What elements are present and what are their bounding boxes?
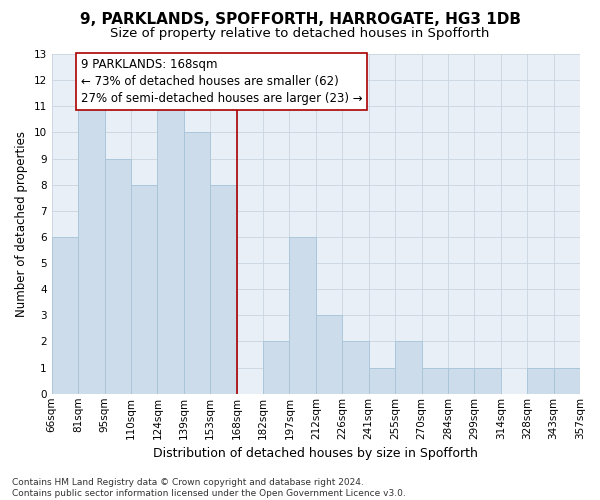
Bar <box>527 368 554 394</box>
Text: Size of property relative to detached houses in Spofforth: Size of property relative to detached ho… <box>110 28 490 40</box>
Bar <box>475 368 501 394</box>
Bar <box>368 368 395 394</box>
Bar <box>184 132 210 394</box>
Bar <box>210 184 236 394</box>
Bar <box>52 237 78 394</box>
Bar <box>342 342 368 394</box>
Bar <box>395 342 421 394</box>
Bar <box>289 237 316 394</box>
Bar <box>316 316 342 394</box>
Text: Contains HM Land Registry data © Crown copyright and database right 2024.
Contai: Contains HM Land Registry data © Crown c… <box>12 478 406 498</box>
Bar <box>448 368 475 394</box>
Text: 9 PARKLANDS: 168sqm
← 73% of detached houses are smaller (62)
27% of semi-detach: 9 PARKLANDS: 168sqm ← 73% of detached ho… <box>81 58 362 105</box>
Bar <box>104 158 131 394</box>
Bar <box>554 368 580 394</box>
Bar <box>157 106 184 394</box>
Bar <box>131 184 157 394</box>
Y-axis label: Number of detached properties: Number of detached properties <box>15 131 28 317</box>
Bar <box>78 106 104 394</box>
X-axis label: Distribution of detached houses by size in Spofforth: Distribution of detached houses by size … <box>154 447 478 460</box>
Text: 9, PARKLANDS, SPOFFORTH, HARROGATE, HG3 1DB: 9, PARKLANDS, SPOFFORTH, HARROGATE, HG3 … <box>79 12 521 28</box>
Bar <box>263 342 289 394</box>
Bar <box>421 368 448 394</box>
